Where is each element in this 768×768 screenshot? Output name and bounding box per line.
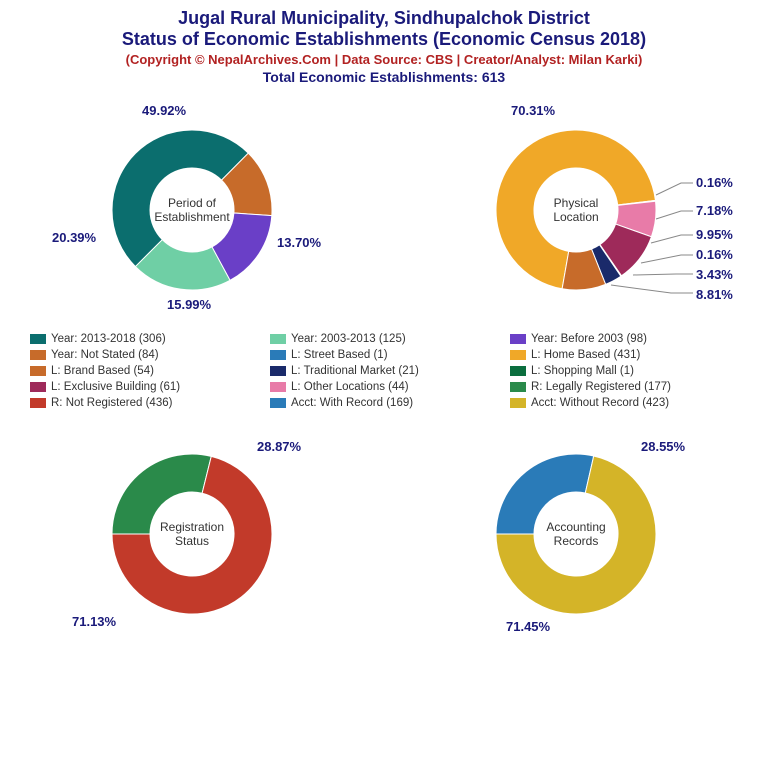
pct-label: 28.55%: [641, 439, 685, 454]
legend-swatch: [510, 398, 526, 408]
legend-item: R: Not Registered (436): [30, 397, 258, 409]
bottom-charts-row: RegistrationStatus 28.87% 71.13% Accountin…: [0, 419, 768, 649]
legend-swatch: [30, 382, 46, 392]
legend-item: L: Shopping Mall (1): [510, 365, 738, 377]
legend-item: L: Exclusive Building (61): [30, 381, 258, 393]
legend-item: Year: Before 2003 (98): [510, 333, 738, 345]
pct-label: 20.39%: [52, 230, 96, 245]
pct-label: 71.13%: [72, 614, 116, 629]
legend-swatch: [510, 366, 526, 376]
legend-text: Year: Before 2003 (98): [531, 333, 647, 345]
legend-text: Year: 2013-2018 (306): [51, 333, 166, 345]
total-line: Total Economic Establishments: 613: [0, 69, 768, 85]
pct-label: 0.16%: [696, 175, 733, 190]
pct-label: 28.87%: [257, 439, 301, 454]
legend-item: R: Legally Registered (177): [510, 381, 738, 393]
chart-accounting: AccountingRecords 28.55% 71.45%: [401, 419, 751, 649]
legend-item: L: Traditional Market (21): [270, 365, 498, 377]
legend-swatch: [30, 350, 46, 360]
pct-label: 0.16%: [696, 247, 733, 262]
pct-label: 3.43%: [696, 267, 733, 282]
legend-text: Acct: Without Record (423): [531, 397, 669, 409]
legend-swatch: [270, 366, 286, 376]
legend-swatch: [510, 382, 526, 392]
legend-swatch: [510, 350, 526, 360]
legend-item: Year: 2003-2013 (125): [270, 333, 498, 345]
legend-text: L: Exclusive Building (61): [51, 381, 180, 393]
header-block: Jugal Rural Municipality, Sindhupalchok …: [0, 0, 768, 85]
legend-text: L: Other Locations (44): [291, 381, 409, 393]
chart-center-label: AccountingRecords: [531, 520, 621, 548]
title-line-2: Status of Economic Establishments (Econo…: [0, 29, 768, 50]
legend-item: L: Other Locations (44): [270, 381, 498, 393]
legend-item: Year: 2013-2018 (306): [30, 333, 258, 345]
legend-swatch: [30, 398, 46, 408]
chart-registration: RegistrationStatus 28.87% 71.13%: [17, 419, 367, 649]
legend-item: Year: Not Stated (84): [30, 349, 258, 361]
copyright-line: (Copyright © NepalArchives.Com | Data So…: [0, 52, 768, 67]
legend-text: Year: 2003-2013 (125): [291, 333, 406, 345]
chart-period: Period ofEstablishment 49.92% 13.70% 15.99%…: [17, 95, 367, 325]
pct-label: 7.18%: [696, 203, 733, 218]
pct-label: 15.99%: [167, 297, 211, 312]
chart-location: PhysicalLocation 70.31% 0.16% 7.18% 9.95% 0.1…: [401, 95, 751, 325]
legend-swatch: [270, 334, 286, 344]
chart-center-label: PhysicalLocation: [531, 196, 621, 224]
legend-text: L: Home Based (431): [531, 349, 640, 361]
legend-swatch: [30, 366, 46, 376]
legend-swatch: [270, 398, 286, 408]
legend-text: R: Legally Registered (177): [531, 381, 671, 393]
legend-swatch: [510, 334, 526, 344]
legend-text: Year: Not Stated (84): [51, 349, 159, 361]
legend-text: L: Shopping Mall (1): [531, 365, 634, 377]
pct-label: 49.92%: [142, 103, 186, 118]
legend-swatch: [270, 382, 286, 392]
legend-item: L: Home Based (431): [510, 349, 738, 361]
chart-center-label: Period ofEstablishment: [147, 196, 237, 224]
legend-text: L: Traditional Market (21): [291, 365, 419, 377]
title-line-1: Jugal Rural Municipality, Sindhupalchok …: [0, 8, 768, 29]
pct-label: 9.95%: [696, 227, 733, 242]
legend-swatch: [30, 334, 46, 344]
pct-label: 70.31%: [511, 103, 555, 118]
pct-label: 13.70%: [277, 235, 321, 250]
legend: Year: 2013-2018 (306) Year: 2003-2013 (12…: [30, 333, 738, 409]
top-charts-row: Period ofEstablishment 49.92% 13.70% 15.99%…: [0, 95, 768, 325]
legend-text: L: Street Based (1): [291, 349, 388, 361]
legend-item: Acct: With Record (169): [270, 397, 498, 409]
chart-center-label: RegistrationStatus: [147, 520, 237, 548]
legend-item: L: Brand Based (54): [30, 365, 258, 377]
pct-label: 8.81%: [696, 287, 733, 302]
pct-label: 71.45%: [506, 619, 550, 634]
legend-item: Acct: Without Record (423): [510, 397, 738, 409]
legend-text: L: Brand Based (54): [51, 365, 154, 377]
legend-text: R: Not Registered (436): [51, 397, 172, 409]
legend-item: L: Street Based (1): [270, 349, 498, 361]
legend-swatch: [270, 350, 286, 360]
legend-text: Acct: With Record (169): [291, 397, 413, 409]
